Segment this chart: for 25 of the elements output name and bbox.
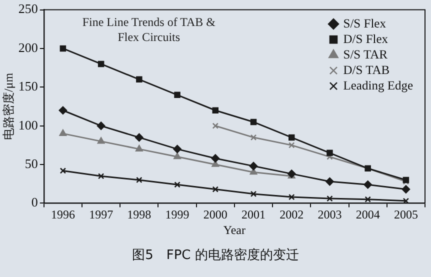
x-tick-label: 2004 xyxy=(356,208,380,222)
legend-label: D/S TAB xyxy=(343,62,390,77)
legend-label: S/S TAR xyxy=(343,47,388,62)
x-axis-title: Year xyxy=(223,222,246,237)
y-tick-label: 200 xyxy=(18,40,38,55)
y-tick-label: 50 xyxy=(24,156,38,171)
x-tick-label: 2000 xyxy=(203,208,228,222)
x-tick-label: 2002 xyxy=(280,208,304,222)
x-tick-label: 1996 xyxy=(50,208,75,222)
x-tick-label: 1997 xyxy=(89,208,114,222)
text: Fine Line Trends of TAB & Flex Circuits xyxy=(82,14,216,44)
legend-label: D/S Flex xyxy=(343,32,389,46)
legend-label: S/S Flex xyxy=(343,16,387,30)
legend-label: Leading Edge xyxy=(343,78,414,92)
x-tick-label: 1999 xyxy=(165,208,190,222)
y-axis-title: 电路密度/μm xyxy=(1,72,16,140)
x-tick-label: 2005 xyxy=(394,208,418,222)
x-tick-label: 2001 xyxy=(242,208,266,222)
x-tick-label: 2003 xyxy=(318,208,342,222)
caption: 图5 FPC 的电路密度的变迁 xyxy=(131,247,300,264)
x-tick-label: 1998 xyxy=(127,208,152,222)
y-tick-label: 100 xyxy=(18,117,38,132)
y-tick-label: 150 xyxy=(18,78,38,94)
y-tick-label: 0 xyxy=(31,194,38,210)
y-tick-label: 250 xyxy=(18,1,38,16)
